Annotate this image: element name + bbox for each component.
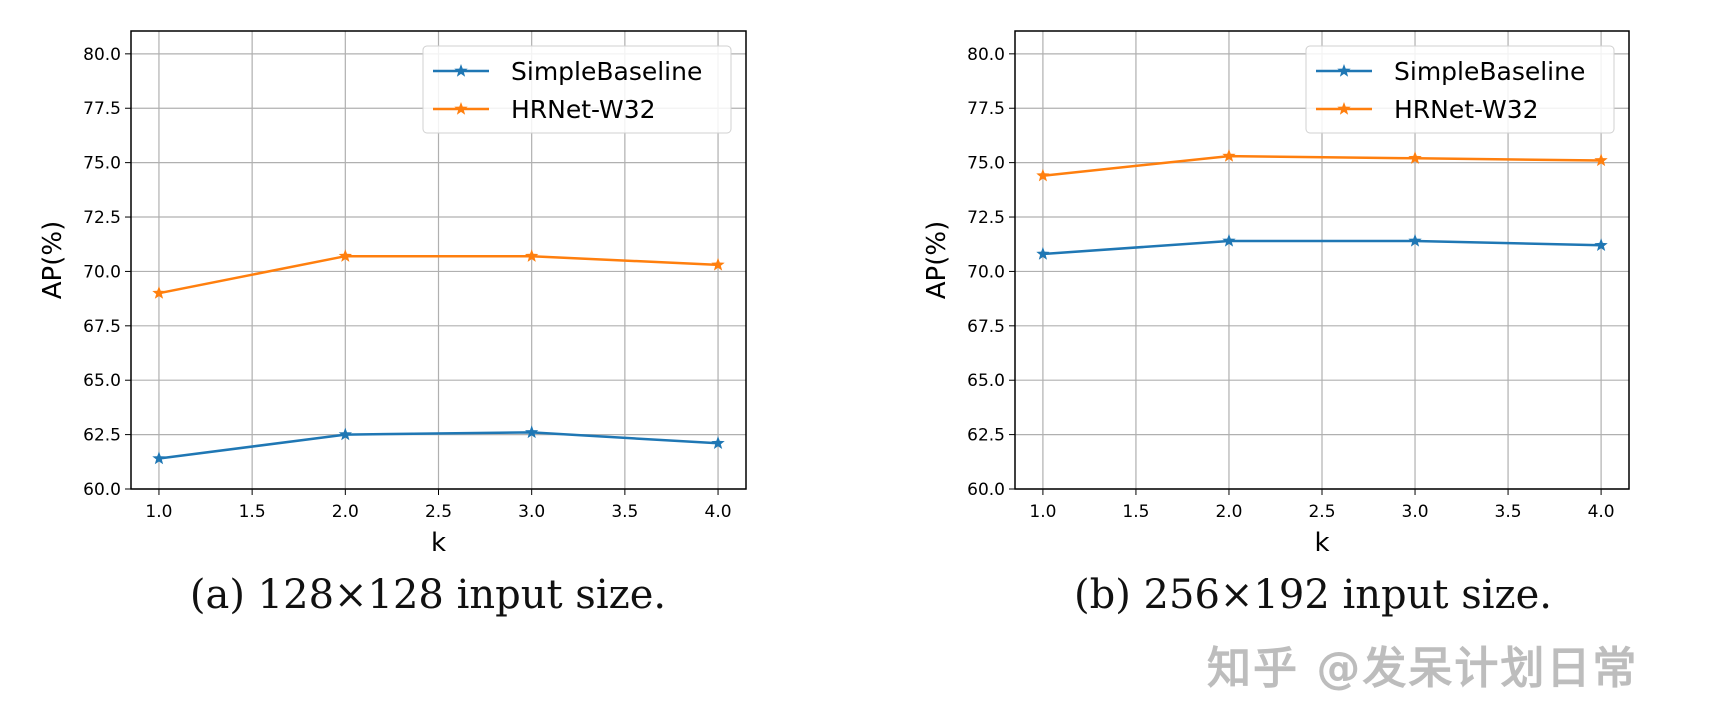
legend: SimpleBaseline HRNet-W32: [422, 45, 732, 134]
x-tick-label: 2.5: [1308, 502, 1335, 522]
y-tick-label: 75.0: [967, 154, 1005, 174]
watermark: 知乎 @发呆计划日常: [1207, 643, 1639, 694]
series-line-SimpleBaseline: [158, 431, 719, 460]
y-tick-label: 70.0: [967, 262, 1005, 282]
y-tick-label: 60.0: [967, 480, 1005, 500]
series-line-HRNet-W32: [158, 254, 719, 295]
y-tick-label: 72.5: [967, 208, 1005, 228]
y-tick-label: 67.5: [967, 317, 1005, 337]
x-tick-label: 1.5: [1122, 502, 1149, 522]
data-point-SimpleBaseline: [711, 436, 725, 449]
y-tick-label: 60.0: [83, 480, 121, 500]
x-axis-label: k: [431, 528, 446, 558]
data-point-SimpleBaseline: [152, 451, 166, 465]
x-tick-label: 2.0: [332, 502, 359, 522]
legend-label: HRNet-W32: [1394, 95, 1539, 124]
x-tick-label: 2.0: [1215, 502, 1242, 522]
caption-a: (a) 128×128 input size.: [189, 572, 667, 618]
data-point-SimpleBaseline: [1222, 234, 1236, 247]
x-tick-label: 2.5: [425, 502, 452, 522]
data-point-SimpleBaseline: [1036, 247, 1050, 260]
legend-marker: [1337, 102, 1351, 115]
caption-b: (b) 256×192 input size.: [1074, 572, 1552, 618]
series-line-SimpleBaseline: [1042, 239, 1602, 256]
data-point-HRNet-W32: [1222, 149, 1236, 162]
x-tick-label: 1.0: [1029, 502, 1056, 522]
data-point-HRNet-W32: [711, 257, 725, 271]
data-point-HRNet-W32: [1036, 168, 1050, 182]
legend-frame: [422, 45, 732, 134]
x-tick-label: 1.0: [145, 502, 172, 522]
legend-frame: [1305, 45, 1615, 134]
y-tick-label: 80.0: [967, 45, 1005, 65]
chart-0: 1.0 1.5 2.0 2.5 3.0 3.5 4.0 60.0 62.5 65.0 67.5 70.…: [38, 30, 747, 558]
y-tick-label: 65.0: [83, 371, 121, 391]
legend: SimpleBaseline HRNet-W32: [1305, 45, 1615, 134]
data-point-SimpleBaseline: [338, 427, 352, 441]
x-tick-label: 1.5: [239, 502, 266, 522]
y-tick-label: 67.5: [83, 317, 121, 337]
data-point-SimpleBaseline: [1594, 238, 1608, 251]
chart-1: 1.0 1.5 2.0 2.5 3.0 3.5 4.0 60.0 62.5 65.0 67.5 70.…: [922, 30, 1630, 558]
data-point-HRNet-W32: [152, 286, 166, 299]
series-line-HRNet-W32: [1042, 154, 1602, 177]
legend-marker: [454, 64, 468, 77]
y-tick-label: 77.5: [967, 99, 1005, 119]
y-tick-label: 77.5: [83, 99, 121, 119]
y-tick-label: 80.0: [83, 45, 121, 65]
legend-marker: [1337, 64, 1351, 77]
y-axis-label: AP(%): [38, 221, 68, 299]
x-tick-label: 3.0: [1402, 502, 1429, 522]
y-tick-label: 70.0: [83, 262, 121, 282]
data-point-SimpleBaseline: [525, 425, 539, 439]
legend-label: HRNet-W32: [511, 95, 656, 124]
y-tick-label: 75.0: [83, 154, 121, 174]
x-tick-label: 4.0: [1588, 502, 1615, 522]
legend-marker: [454, 102, 468, 115]
data-point-HRNet-W32: [525, 249, 539, 262]
y-tick-label: 62.5: [967, 426, 1005, 446]
x-tick-label: 3.5: [611, 502, 638, 522]
legend-label: SimpleBaseline: [1394, 57, 1585, 86]
data-point-SimpleBaseline: [1408, 234, 1422, 247]
x-axis-label: k: [1314, 528, 1329, 558]
axes-frame: [1014, 30, 1630, 490]
y-tick-label: 72.5: [83, 208, 121, 228]
y-tick-label: 65.0: [967, 371, 1005, 391]
data-point-HRNet-W32: [1408, 151, 1422, 164]
data-point-HRNet-W32: [338, 249, 352, 262]
legend-label: SimpleBaseline: [511, 57, 702, 86]
data-point-HRNet-W32: [1594, 153, 1608, 167]
axes-frame: [130, 30, 747, 490]
y-axis-label: AP(%): [922, 221, 952, 299]
x-tick-label: 3.0: [518, 502, 545, 522]
x-tick-label: 4.0: [705, 502, 732, 522]
y-tick-label: 62.5: [83, 426, 121, 446]
x-tick-label: 3.5: [1495, 502, 1522, 522]
